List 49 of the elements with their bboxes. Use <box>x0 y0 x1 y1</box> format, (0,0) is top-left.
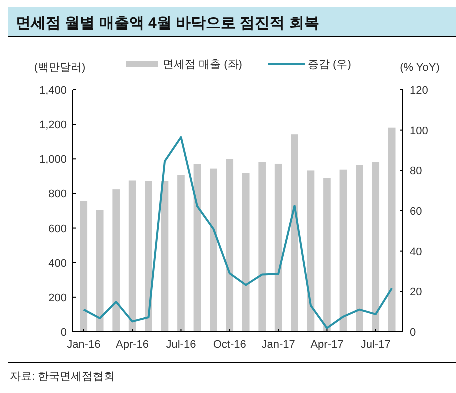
y2-tick-label: 20 <box>410 286 422 299</box>
legend-label: 증감 (우) <box>308 59 352 71</box>
bar <box>145 181 152 332</box>
y2-tick-label: 0 <box>410 327 416 339</box>
y2-tick-label: 40 <box>410 246 422 258</box>
bar <box>291 134 298 332</box>
bar <box>226 159 234 332</box>
x-tick-label: Jan-17 <box>262 339 296 351</box>
x-tick-label: Jul-16 <box>166 339 196 351</box>
x-tick-label: Jul-17 <box>360 339 391 351</box>
bar <box>274 164 282 332</box>
bar <box>210 168 218 332</box>
bar <box>307 170 315 332</box>
legend-label: 면세점 매출 (좌) <box>163 59 242 71</box>
x-tick-label: Apr-16 <box>116 339 150 351</box>
y-tick-label: 400 <box>48 258 67 270</box>
bar <box>112 190 120 332</box>
bar <box>388 128 396 332</box>
y-tick-label: 0 <box>60 327 67 339</box>
bar <box>194 164 202 332</box>
bar <box>340 170 348 332</box>
y-tick-label: 1,200 <box>39 120 67 132</box>
y2-tick-label: 80 <box>410 166 422 178</box>
y-tick-label: 800 <box>48 188 67 201</box>
bar <box>161 181 169 332</box>
bar <box>372 162 380 332</box>
y2-tick-label: 120 <box>410 85 428 97</box>
y2-tick-label: 100 <box>410 125 428 138</box>
bar <box>258 162 266 332</box>
x-tick-label: Jan-16 <box>67 339 101 351</box>
y2-axis-title: (% YoY) <box>400 62 440 74</box>
text: 자료: 한국면세점협회 <box>10 371 116 383</box>
line-series <box>82 136 394 330</box>
bar <box>80 201 88 332</box>
y-tick-label: 1,000 <box>39 154 67 166</box>
y2-tick-label: 60 <box>410 206 422 218</box>
bar <box>96 210 104 332</box>
x-tick-label: Oct-16 <box>213 339 246 351</box>
bar <box>128 180 136 332</box>
bar <box>242 173 250 332</box>
bar <box>178 175 185 332</box>
bar <box>356 165 364 332</box>
y-tick-label: 1,400 <box>39 85 67 97</box>
x-tick-label: Apr-17 <box>310 339 344 351</box>
chart-title: 면세점 월별 매출액 4월 바닥으로 점진적 회복 <box>16 15 320 32</box>
y-axis-title: (백만달러) <box>34 62 86 74</box>
y-tick-label: 600 <box>48 223 67 236</box>
bar <box>324 178 331 332</box>
y-tick-label: 200 <box>48 292 67 304</box>
